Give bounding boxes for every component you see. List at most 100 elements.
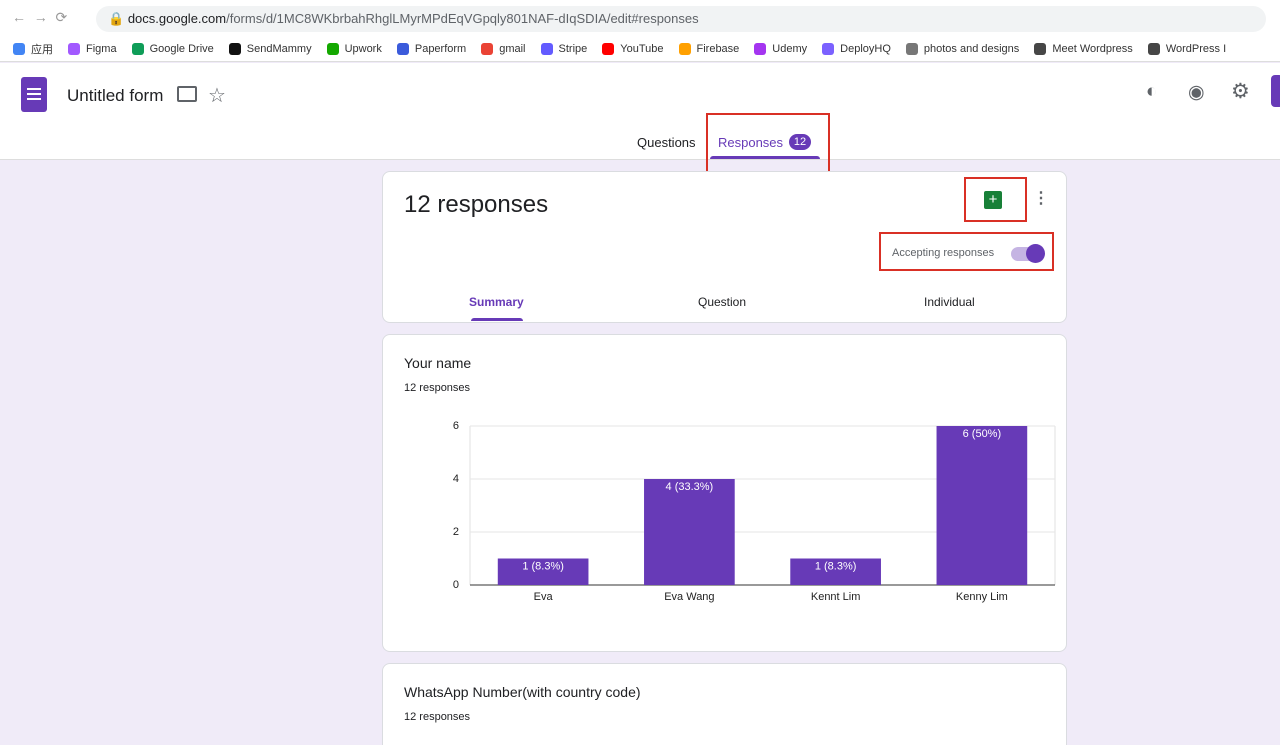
- star-icon[interactable]: ☆: [208, 85, 226, 107]
- bookmark-label: Upwork: [344, 42, 382, 55]
- palette-icon[interactable]: ◐: [1146, 81, 1158, 102]
- bookmark-icon: [822, 42, 835, 55]
- bookmark[interactable]: Upwork: [326, 42, 382, 55]
- subtab-individual[interactable]: Individual: [924, 295, 975, 309]
- bar: [497, 558, 589, 585]
- subtab-summary[interactable]: Summary: [469, 295, 524, 309]
- bookmark-label: WordPress I: [1165, 42, 1227, 55]
- url-host: docs.google.com: [127, 11, 227, 26]
- url-path: /forms/d/1MC8WKbrbahRhglLMyrMPdEqVGpqly8…: [226, 11, 699, 26]
- question-title: Your name: [404, 355, 472, 371]
- x-tick-label: Kennt Lim: [811, 591, 861, 603]
- bookmark-label: Meet Wordpress: [1052, 42, 1133, 55]
- bookmark-icon: [481, 42, 494, 55]
- highlight-box: [879, 232, 1054, 271]
- bookmark-icon: [326, 42, 339, 55]
- bookmark-label: Google Drive: [149, 42, 214, 55]
- bookmark[interactable]: Figma: [68, 42, 117, 55]
- responses-badge: 12: [789, 134, 811, 150]
- lock-icon: 🔒: [108, 11, 125, 26]
- bookmark-label: Stripe: [558, 42, 588, 55]
- value-label: 1 (8.3%): [522, 560, 564, 572]
- bookmark-label: Figma: [86, 42, 117, 55]
- bookmark-label: Firebase: [696, 42, 740, 55]
- highlight-box: [706, 113, 830, 175]
- bookmark-label: YouTube: [620, 42, 664, 55]
- bookmark-icon: [1147, 42, 1160, 55]
- bookmark-icon: [678, 42, 691, 55]
- tab-indicator: [710, 156, 820, 159]
- tab-responses[interactable]: Responses: [718, 135, 784, 150]
- response-count: 12 responses: [404, 191, 549, 218]
- bar: [790, 558, 881, 585]
- form-header: Untitled form ☆ ◐ ◉ ⚙ Questions Response…: [0, 63, 1280, 160]
- bookmark[interactable]: Stripe: [540, 42, 588, 55]
- y-tick-label: 2: [453, 526, 459, 538]
- question-card: Your name 12 responses 0 2 4 6 Eva 1 (8.3%) Ev…: [382, 334, 1067, 652]
- browser-bar: ← → ⟳ 🔒 docs.google.com/forms/d/1MC8WKbr…: [0, 0, 1280, 36]
- bookmark[interactable]: YouTube: [602, 42, 664, 55]
- nav-buttons[interactable]: ← → ⟳: [12, 9, 68, 25]
- bookmark-icon: [131, 42, 144, 55]
- question-title: WhatsApp Number(with country code): [404, 684, 641, 700]
- bar: [644, 479, 735, 585]
- highlight-box: [964, 177, 1027, 222]
- folder-icon[interactable]: [177, 86, 197, 102]
- bookmark-label: photos and designs: [923, 42, 1020, 55]
- value-label: 4 (33.3%): [666, 481, 714, 493]
- bookmark[interactable]: Meet Wordpress: [1034, 42, 1133, 55]
- bookmark[interactable]: 应用: [13, 41, 53, 57]
- toggle-knob: [1026, 244, 1045, 263]
- bookmark[interactable]: SendMammy: [228, 42, 312, 55]
- settings-icon[interactable]: ⚙: [1231, 80, 1250, 103]
- accepting-label: Accepting responses: [892, 247, 995, 259]
- bookmark[interactable]: Firebase: [678, 42, 740, 55]
- question-card: WhatsApp Number(with country code) 12 re…: [382, 663, 1067, 745]
- sheets-button[interactable]: +: [984, 191, 1002, 209]
- x-tick-label: Eva: [534, 591, 554, 603]
- question-count: 12 responses: [404, 711, 471, 723]
- preview-icon[interactable]: ◉: [1188, 82, 1205, 103]
- bookmark[interactable]: Google Drive: [131, 42, 214, 55]
- y-tick-label: 6: [453, 420, 459, 432]
- bookmark-label: DeployHQ: [840, 42, 891, 55]
- send-button[interactable]: [1271, 75, 1280, 107]
- bookmark-icon: [602, 42, 615, 55]
- bookmark-icon: [228, 42, 241, 55]
- question-count: 12 responses: [404, 382, 471, 394]
- bookmark[interactable]: gmail: [481, 42, 526, 55]
- bookmark-icon: [68, 42, 80, 55]
- bookmark-label: Udemy: [772, 42, 808, 55]
- bar: [936, 426, 1028, 585]
- address-bar[interactable]: 🔒 docs.google.com/forms/d/1MC8WKbrbahRhg…: [96, 6, 1266, 32]
- bookmark-icon: [396, 42, 409, 55]
- more-menu[interactable]: ⋮: [1033, 190, 1049, 207]
- bookmark[interactable]: Udemy: [754, 42, 808, 55]
- bookmark-label: 应用: [31, 43, 53, 56]
- bookmark[interactable]: WordPress I: [1147, 42, 1227, 55]
- value-label: 6 (50%): [963, 428, 1002, 440]
- bookmark-icon: [540, 42, 553, 55]
- subtab-question[interactable]: Question: [698, 295, 747, 309]
- x-tick-label: Eva Wang: [664, 591, 714, 603]
- summary-card: 12 responses + ⋮ Accepting responses Sum…: [382, 171, 1067, 323]
- bookmark-label: gmail: [499, 42, 526, 55]
- x-tick-label: Kenny Lim: [956, 591, 1008, 603]
- y-tick-label: 0: [453, 579, 459, 591]
- bookmark-icon: [13, 42, 25, 55]
- bookmark-icon: [905, 42, 918, 55]
- bookmark[interactable]: DeployHQ: [822, 42, 891, 55]
- bookmark[interactable]: Paperform: [396, 42, 467, 55]
- bookmark-label: Paperform: [414, 42, 467, 55]
- tab-questions[interactable]: Questions: [637, 135, 696, 150]
- bookmark-icon: [754, 42, 767, 55]
- y-tick-label: 4: [453, 473, 459, 485]
- bookmark[interactable]: photos and designs: [905, 42, 1020, 55]
- forms-logo: [21, 77, 47, 112]
- bookmark-icon: [1034, 42, 1047, 55]
- form-title[interactable]: Untitled form: [67, 86, 164, 105]
- subtab-indicator: [471, 318, 523, 321]
- bookmarks-bar: 应用 Figma Google Drive SendMammy Upwork Paperf…: [0, 36, 1280, 62]
- bookmark-label: SendMammy: [246, 42, 312, 55]
